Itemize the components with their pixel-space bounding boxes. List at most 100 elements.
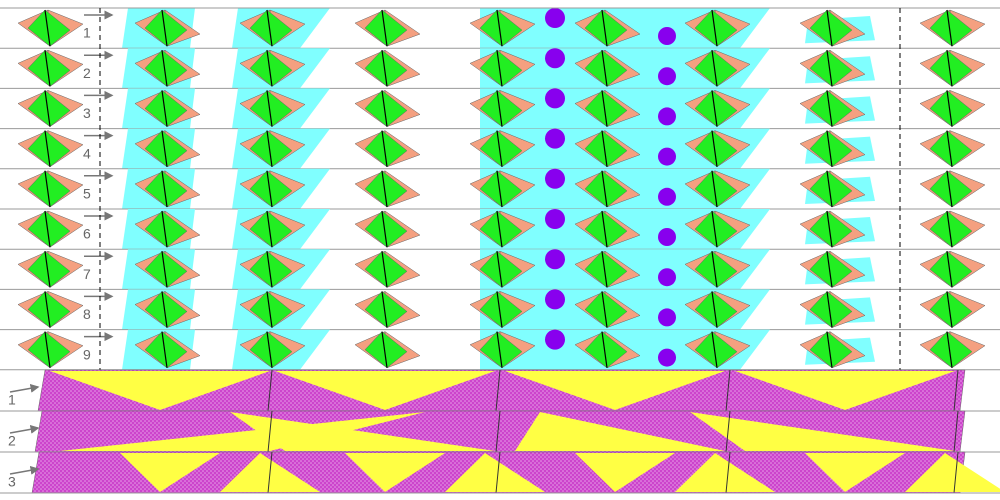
kite-line [826,331,833,368]
kite-line [381,210,388,248]
kite-line [266,251,273,288]
purple-dot [658,308,676,327]
purple-dot [658,268,676,287]
kite-line [711,90,718,127]
strip-divider [495,451,501,494]
kite-line [161,90,168,127]
kite-line [946,331,953,368]
purple-dot [658,228,676,246]
kite-line [44,291,51,328]
kite-line [711,210,718,248]
kite-line [266,50,273,87]
kite-line [711,50,718,87]
row-arrow [9,465,40,475]
kite-line [496,90,503,127]
kite-line [601,251,608,288]
kite-line [946,170,953,208]
kite-line [826,50,833,87]
kite-line [44,130,51,167]
kite-line [826,210,833,248]
yellow-triangle [735,371,955,410]
row-label: 6 [83,226,91,242]
purple-dot [658,187,676,206]
kite-line [601,331,608,368]
kite-line [381,50,388,87]
kite-line [946,291,953,328]
kite-line [161,9,168,47]
kite-line [826,251,833,288]
row-label: 1 [83,25,91,41]
yellow-triangle [230,412,495,451]
kite-line [496,251,503,288]
kite-line [826,130,833,167]
kite-line [381,90,388,127]
kite-line [601,210,608,248]
row-label: 3 [8,474,16,490]
row-label: 8 [83,306,91,322]
strip-divider [953,451,959,494]
row-label: 4 [83,145,91,161]
purple-dot [545,329,565,350]
kite-line [711,251,718,288]
kite-line [381,251,388,288]
kite-line [946,251,953,288]
row-label: 9 [83,346,91,362]
kite-line [44,251,51,288]
kite-line [266,331,273,368]
yellow-triangle [675,453,775,492]
purple-dot [658,67,676,86]
kite-line [161,50,168,87]
kite-line [381,291,388,328]
purple-dot [545,48,565,69]
strip-divider [267,451,273,494]
kite-line [161,251,168,288]
kite-line [266,130,273,167]
strip-divider [267,410,273,453]
kite-line [711,291,718,328]
kite-line [601,291,608,328]
kite-line [496,50,503,87]
kite-line [161,210,168,248]
yellow-triangle [805,453,905,492]
purple-dot [545,249,565,270]
purple-dot [658,107,676,126]
yellow-triangle [445,453,545,492]
kite-line [496,170,503,208]
purple-dot [545,209,565,229]
kite-line [826,9,833,47]
yellow-triangle [690,412,955,451]
yellow-triangle [505,371,725,410]
row-arrow [9,424,40,434]
strip-divider [953,369,959,412]
kite-line [496,331,503,368]
yellow-triangle [275,371,495,410]
purple-dot [545,128,565,149]
purple-dot [658,27,676,45]
kite-line [711,9,718,47]
row-label: 7 [83,266,91,282]
yellow-triangle [515,412,725,451]
kite-line [946,90,953,127]
purple-dot [545,88,565,109]
kite-line [266,210,273,248]
kite-line [161,331,168,368]
yellow-triangle [575,453,675,492]
kite-line [826,170,833,208]
strip-divider [953,410,959,453]
row-label: 3 [83,105,91,121]
purple-dot [545,289,565,310]
row-arrow [9,383,40,393]
purple-dot [545,168,565,189]
kite-line [601,50,608,87]
kite-line [44,9,51,47]
kite-line [44,170,51,208]
kite-line [601,170,608,208]
strip-divider [725,369,731,412]
kite-line [946,50,953,87]
kite-line [826,291,833,328]
kite-line [601,130,608,167]
kite-line [161,170,168,208]
strip-divider [495,369,501,412]
